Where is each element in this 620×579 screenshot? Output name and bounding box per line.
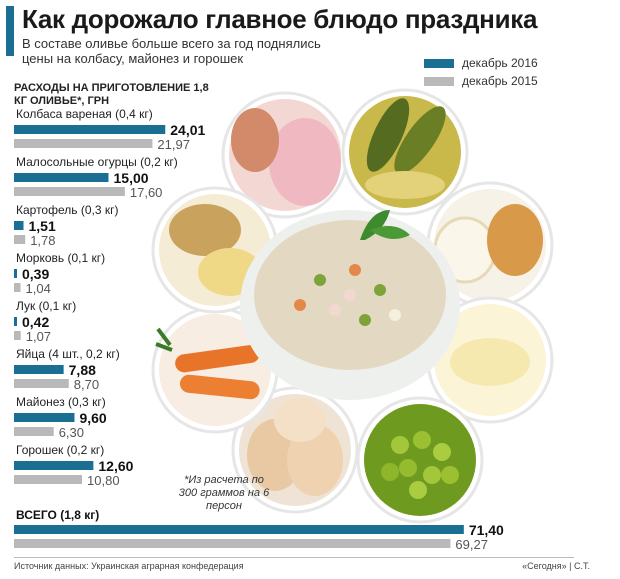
value-label-2016: 1,51 xyxy=(29,218,56,234)
category-label: Малосольные огурцы (0,2 кг) xyxy=(16,155,178,169)
total-label: ВСЕГО (1,8 кг) xyxy=(16,508,99,522)
total-value-2015: 69,27 xyxy=(455,537,488,552)
legend-item-2016: декабрь 2016 xyxy=(424,55,538,71)
total-value-2016: 71,40 xyxy=(469,522,504,538)
bar-2015 xyxy=(14,187,125,196)
legend-swatch-2016 xyxy=(424,58,454,68)
category-label: Майонез (0,3 кг) xyxy=(16,395,106,409)
total-bar-2016 xyxy=(14,525,464,534)
page-title: Как дорожало главное блюдо праздника xyxy=(22,4,538,34)
value-label-2016: 15,00 xyxy=(114,170,149,186)
value-label-2016: 0,39 xyxy=(22,266,49,282)
title-accent-bar xyxy=(6,6,14,56)
value-label-2016: 9,60 xyxy=(79,410,106,426)
bar-2015 xyxy=(14,427,54,436)
bar-2015 xyxy=(14,283,21,292)
onion-picture xyxy=(426,181,554,309)
category-label: Лук (0,1 кг) xyxy=(16,299,76,313)
total-bar-2015 xyxy=(14,539,451,548)
bar-2016 xyxy=(14,413,75,422)
bar-2016 xyxy=(14,269,17,278)
footnote: *Из расчета по 300 граммов на 6 персон xyxy=(178,474,270,512)
legend-label-2015: декабрь 2015 xyxy=(462,74,538,88)
bar-2016 xyxy=(14,365,64,374)
bar-2016 xyxy=(14,125,166,134)
credit: «Сегодня» | С.Т. xyxy=(522,561,590,571)
chart-legend: декабрь 2016 декабрь 2015 xyxy=(424,55,538,91)
food-illustration xyxy=(151,88,554,524)
value-label-2015: 8,70 xyxy=(74,377,99,392)
footer-divider xyxy=(14,557,574,558)
category-label: Колбаса вареная (0,4 кг) xyxy=(16,107,153,121)
value-label-2016: 7,88 xyxy=(69,362,96,378)
bar-2016 xyxy=(14,317,17,326)
olivier-salad-bowl-picture xyxy=(240,210,460,400)
bar-2015 xyxy=(14,379,69,388)
value-label-2016: 0,42 xyxy=(22,314,49,330)
value-label-2015: 17,60 xyxy=(130,185,163,200)
legend-item-2015: декабрь 2015 xyxy=(424,73,538,89)
bar-2015 xyxy=(14,475,83,484)
value-label-2015: 10,80 xyxy=(87,473,120,488)
legend-label-2016: декабрь 2016 xyxy=(462,56,538,70)
category-label: Морковь (0,1 кг) xyxy=(16,251,105,265)
carrots-picture xyxy=(151,306,279,434)
pickles-picture xyxy=(341,88,469,216)
value-label-2016: 24,01 xyxy=(170,122,205,138)
category-label: Яйца (4 шт., 0,2 кг) xyxy=(16,347,120,361)
bar-2015 xyxy=(14,139,153,148)
category-label: Картофель (0,3 кг) xyxy=(16,203,118,217)
bar-2016 xyxy=(14,173,109,182)
bar-2016 xyxy=(14,221,24,230)
page-subtitle: В составе оливье больше всего за год под… xyxy=(22,36,321,66)
data-source: Источник данных: Украинская аграрная кон… xyxy=(14,561,244,571)
value-label-2015: 1,07 xyxy=(26,329,51,344)
value-label-2015: 1,04 xyxy=(26,281,51,296)
peas-picture xyxy=(356,396,484,524)
value-label-2015: 1,78 xyxy=(30,233,55,248)
potato-picture xyxy=(151,186,279,314)
value-label-2015: 6,30 xyxy=(59,425,84,440)
sausage-picture xyxy=(221,91,349,219)
bar-2015 xyxy=(14,331,21,340)
legend-swatch-2015 xyxy=(424,76,454,86)
chart-heading: РАСХОДЫ НА ПРИГОТОВЛЕНИЕ 1,8 КГ ОЛИВЬЕ*,… xyxy=(14,82,209,107)
value-label-2015: 21,97 xyxy=(157,137,190,152)
bar-2016 xyxy=(14,461,94,470)
category-label: Горошек (0,2 кг) xyxy=(16,443,104,457)
value-label-2016: 12,60 xyxy=(98,458,133,474)
eggs-picture xyxy=(231,386,359,514)
bar-2015 xyxy=(14,235,26,244)
mayonnaise-picture xyxy=(426,296,554,424)
